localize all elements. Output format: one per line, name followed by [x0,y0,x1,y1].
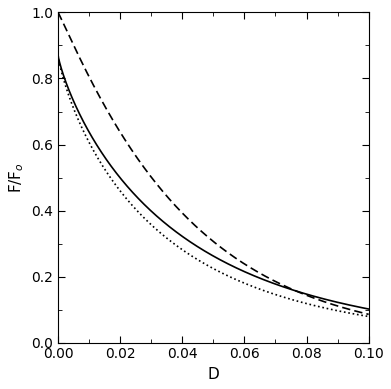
X-axis label: D: D [208,367,219,382]
Y-axis label: F/F$_o$: F/F$_o$ [7,162,26,193]
